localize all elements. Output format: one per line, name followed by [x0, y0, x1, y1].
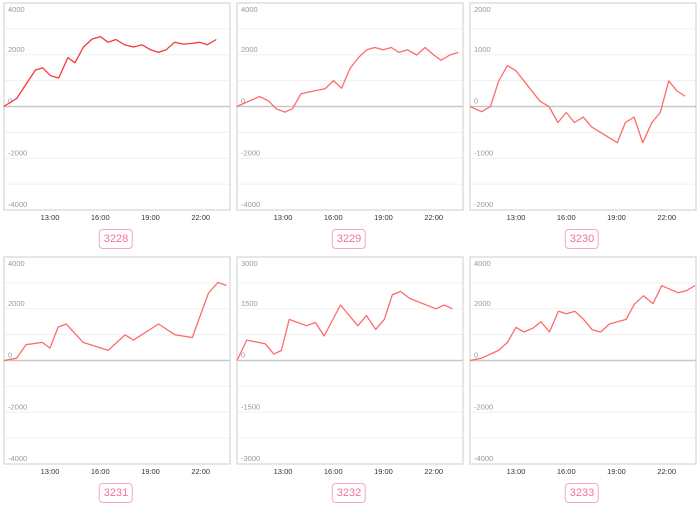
y-tick-label: 2000 — [241, 45, 258, 54]
chart-panel-3228: 4000 2000 0 -2000 -4000 13:00 16:00 19:00 22:00 3… — [0, 0, 232, 250]
y-tick-label: 0 — [241, 351, 245, 360]
y-tick-label: 4000 — [8, 259, 25, 268]
y-tick-label: -2000 — [8, 148, 27, 157]
x-tick-label: 13:00 — [274, 467, 293, 476]
chart-tag-button[interactable]: 3229 — [331, 229, 367, 249]
chart-tag-button[interactable]: 3231 — [98, 483, 134, 503]
y-tick-label: 2000 — [474, 5, 491, 14]
x-tick-label: 19:00 — [374, 213, 393, 222]
chart-panel-3232: 3000 1500 0 -1500 -3000 13:00 16:00 19:00 22:00 3… — [233, 254, 465, 504]
line-chart: 4000 2000 0 -2000 -4000 13:00 16:00 19:00 22:00 — [236, 2, 464, 222]
y-tick-label: 1000 — [474, 45, 491, 54]
line-chart: 2000 1000 0 -1000 -2000 13:00 16:00 19:00 22:00 — [469, 2, 697, 222]
chart-tag-button[interactable]: 3230 — [564, 229, 600, 249]
y-tick-label: -4000 — [8, 200, 27, 209]
x-tick-label: 19:00 — [141, 213, 160, 222]
y-tick-label: -2000 — [241, 148, 260, 157]
x-tick-label: 16:00 — [91, 467, 110, 476]
x-tick-label: 19:00 — [607, 467, 626, 476]
x-tick-label: 13:00 — [41, 467, 60, 476]
x-tick-label: 13:00 — [507, 213, 526, 222]
y-tick-label: -1500 — [241, 402, 260, 411]
y-tick-label: 4000 — [8, 5, 25, 14]
chart-panel-3231: 4000 2000 0 -2000 -4000 13:00 16:00 19:00 22:00 3… — [0, 254, 232, 504]
series-line — [3, 35, 217, 108]
y-tick-label: -3000 — [241, 454, 260, 463]
y-tick-label: -2000 — [474, 402, 493, 411]
x-tick-label: 22:00 — [657, 213, 676, 222]
y-tick-label: 0 — [241, 97, 245, 106]
x-tick-label: 22:00 — [424, 467, 443, 476]
x-tick-label: 19:00 — [607, 213, 626, 222]
x-tick-label: 22:00 — [191, 213, 210, 222]
y-tick-label: 2000 — [474, 299, 491, 308]
series-line — [236, 46, 459, 113]
x-tick-label: 19:00 — [374, 467, 393, 476]
y-tick-label: 2000 — [8, 45, 25, 54]
series-line — [469, 64, 686, 144]
y-tick-label: -2000 — [8, 402, 27, 411]
x-tick-label: 13:00 — [41, 213, 60, 222]
y-tick-label: -4000 — [474, 454, 493, 463]
line-chart: 4000 2000 0 -2000 -4000 13:00 16:00 19:00 22:00 — [3, 256, 231, 476]
chart-tag-button[interactable]: 3232 — [331, 483, 367, 503]
line-chart: 4000 2000 0 -2000 -4000 13:00 16:00 19:00 22:00 — [3, 2, 231, 222]
y-tick-label: 4000 — [474, 259, 491, 268]
y-tick-label: 0 — [474, 97, 478, 106]
chart-tag-button[interactable]: 3228 — [98, 229, 134, 249]
chart-panel-3233: 4000 2000 0 -2000 -4000 13:00 16:00 19:00 22:00 3… — [466, 254, 698, 504]
x-tick-label: 16:00 — [324, 467, 343, 476]
y-tick-label: -4000 — [241, 200, 260, 209]
x-tick-label: 16:00 — [557, 213, 576, 222]
series-line — [3, 281, 227, 362]
y-tick-label: 0 — [8, 351, 12, 360]
y-tick-label: 1500 — [241, 299, 258, 308]
x-tick-label: 16:00 — [557, 467, 576, 476]
y-tick-label: -1000 — [474, 148, 493, 157]
y-tick-label: 2000 — [8, 299, 25, 308]
chart-panel-3230: 2000 1000 0 -1000 -2000 13:00 16:00 19:00 22:00 3… — [466, 0, 698, 250]
series-line — [469, 284, 696, 362]
x-tick-label: 22:00 — [191, 467, 210, 476]
y-tick-label: 4000 — [241, 5, 258, 14]
y-tick-label: 0 — [8, 97, 12, 106]
x-tick-label: 13:00 — [274, 213, 293, 222]
y-tick-label: -4000 — [8, 454, 27, 463]
line-chart: 3000 1500 0 -1500 -3000 13:00 16:00 19:00 22:00 — [236, 256, 464, 476]
x-tick-label: 22:00 — [657, 467, 676, 476]
x-tick-label: 16:00 — [324, 213, 343, 222]
y-tick-label: 0 — [474, 351, 478, 360]
chart-tag-button[interactable]: 3233 — [564, 483, 600, 503]
x-tick-label: 16:00 — [91, 213, 110, 222]
series-line — [236, 290, 453, 361]
y-tick-label: -2000 — [474, 200, 493, 209]
y-tick-label: 3000 — [241, 259, 258, 268]
chart-panel-3229: 4000 2000 0 -2000 -4000 13:00 16:00 19:00 22:00 3… — [233, 0, 465, 250]
x-tick-label: 19:00 — [141, 467, 160, 476]
line-chart: 4000 2000 0 -2000 -4000 13:00 16:00 19:00 22:00 — [469, 256, 697, 476]
x-tick-label: 22:00 — [424, 213, 443, 222]
x-tick-label: 13:00 — [507, 467, 526, 476]
